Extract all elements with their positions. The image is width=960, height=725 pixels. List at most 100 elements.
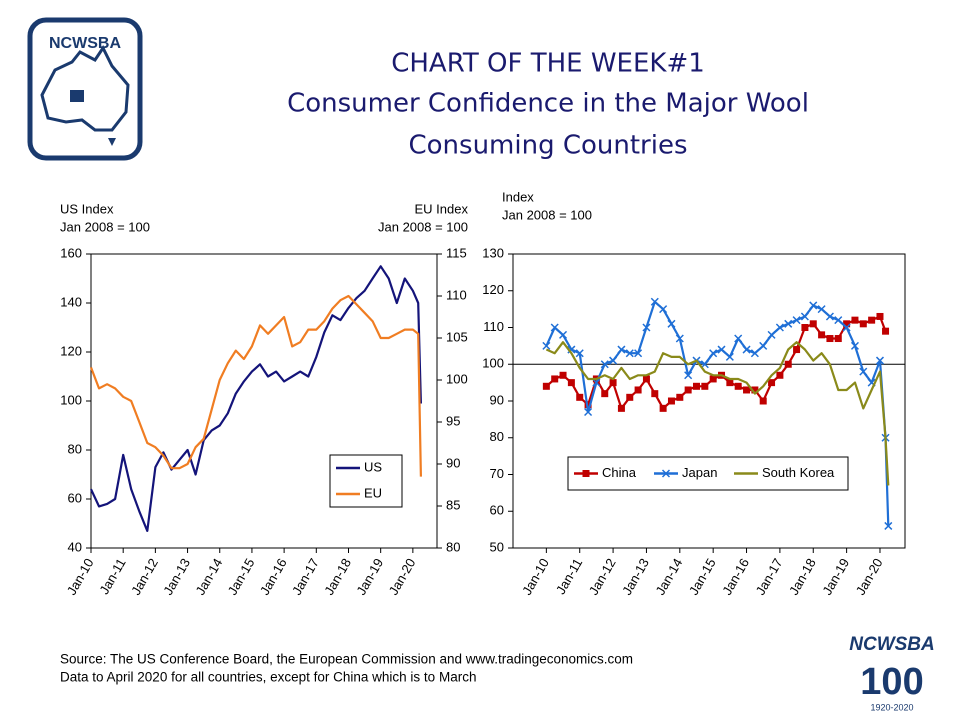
centenary-years: 1920-2020 bbox=[870, 702, 913, 712]
marker bbox=[642, 375, 650, 383]
centenary-number: 100 bbox=[860, 661, 923, 703]
logo-bale bbox=[70, 90, 84, 102]
marker bbox=[817, 305, 826, 314]
marker bbox=[550, 323, 559, 332]
centenary-logo: NCWSBA 100 1920-2020 bbox=[849, 634, 935, 712]
marker bbox=[793, 346, 801, 354]
marker bbox=[542, 341, 551, 350]
marker bbox=[651, 390, 659, 398]
y-tick-label: 130 bbox=[482, 245, 504, 260]
marker bbox=[667, 319, 676, 328]
marker bbox=[859, 320, 867, 328]
logo-frame bbox=[27, 17, 143, 161]
y-tick-label: 160 bbox=[60, 245, 82, 260]
y-tick-label: 120 bbox=[482, 282, 504, 297]
marker bbox=[851, 316, 859, 324]
y-tick-label: 60 bbox=[68, 490, 82, 505]
marker bbox=[734, 382, 742, 390]
y2-tick-label: 110 bbox=[446, 287, 467, 302]
marker bbox=[576, 393, 584, 401]
y-tick-label: 80 bbox=[490, 429, 504, 444]
legend-label: Japan bbox=[682, 465, 717, 480]
y2-tick-label: 80 bbox=[446, 539, 460, 554]
legend: US EU bbox=[329, 454, 403, 508]
y2-tick-label: 105 bbox=[446, 329, 468, 344]
marker bbox=[567, 379, 575, 387]
y-axis-label: Jan 2008 = 100 bbox=[502, 207, 592, 222]
marker bbox=[609, 379, 617, 387]
logo-text: NCWSBA bbox=[49, 35, 121, 52]
y-tick-label: 110 bbox=[483, 319, 504, 334]
marker bbox=[551, 375, 559, 383]
marker bbox=[625, 349, 634, 358]
marker bbox=[592, 378, 601, 387]
marker bbox=[675, 334, 684, 343]
y2-tick-label: 90 bbox=[446, 455, 460, 470]
y-tick-label: 80 bbox=[68, 441, 82, 456]
logo-text: NCWSBA bbox=[849, 634, 935, 655]
source-note: Source: The US Conference Board, the Eur… bbox=[60, 652, 633, 667]
marker bbox=[809, 301, 818, 310]
title-line: Consuming Countries bbox=[408, 131, 687, 161]
marker bbox=[725, 352, 734, 361]
top-logo: NCWSBA bbox=[27, 17, 143, 161]
marker bbox=[692, 382, 700, 390]
y2-axis-label: Jan 2008 = 100 bbox=[378, 219, 468, 234]
marker bbox=[634, 349, 643, 358]
y-axis-label: Jan 2008 = 100 bbox=[60, 219, 150, 234]
marker bbox=[825, 312, 834, 321]
marker bbox=[609, 356, 618, 365]
y-tick-label: 120 bbox=[60, 343, 82, 358]
marker bbox=[584, 407, 593, 417]
marker bbox=[809, 320, 817, 328]
marker bbox=[826, 335, 834, 343]
marker bbox=[842, 323, 851, 332]
marker bbox=[784, 360, 792, 368]
marker bbox=[876, 312, 884, 320]
marker bbox=[684, 386, 692, 394]
marker bbox=[743, 386, 751, 394]
marker bbox=[600, 360, 609, 369]
legend: China Japan South Korea bbox=[567, 456, 849, 491]
marker bbox=[575, 349, 584, 358]
y2-tick-label: 95 bbox=[446, 413, 460, 428]
marker bbox=[850, 341, 859, 350]
marker bbox=[843, 320, 851, 328]
y2-axis-label: EU Index bbox=[415, 201, 469, 216]
marker bbox=[834, 316, 843, 325]
marker bbox=[661, 469, 671, 478]
y-tick-label: 50 bbox=[490, 539, 504, 554]
marker bbox=[884, 521, 893, 530]
logo-map bbox=[40, 45, 130, 132]
marker bbox=[617, 345, 626, 354]
y2-tick-label: 100 bbox=[446, 371, 468, 386]
marker bbox=[759, 341, 768, 350]
marker bbox=[734, 334, 743, 343]
marker bbox=[582, 470, 590, 477]
marker bbox=[634, 386, 642, 394]
marker bbox=[601, 390, 609, 398]
marker bbox=[767, 330, 776, 339]
marker bbox=[750, 349, 759, 358]
series-line bbox=[90, 265, 422, 532]
marker bbox=[726, 379, 734, 387]
marker bbox=[759, 397, 767, 405]
marker bbox=[676, 393, 684, 401]
marker bbox=[650, 297, 659, 306]
y2-tick-label: 85 bbox=[446, 497, 460, 512]
marker bbox=[784, 319, 793, 328]
marker bbox=[882, 327, 890, 335]
y-tick-label: 100 bbox=[482, 356, 504, 371]
marker bbox=[642, 323, 651, 332]
marker bbox=[792, 316, 801, 325]
marker bbox=[709, 349, 718, 358]
marker bbox=[659, 404, 667, 412]
marker bbox=[751, 386, 759, 394]
y-tick-label: 40 bbox=[68, 539, 82, 554]
legend-label: South Korea bbox=[762, 465, 835, 480]
marker bbox=[701, 382, 709, 390]
marker bbox=[800, 312, 809, 321]
legend-label: EU bbox=[364, 485, 382, 500]
